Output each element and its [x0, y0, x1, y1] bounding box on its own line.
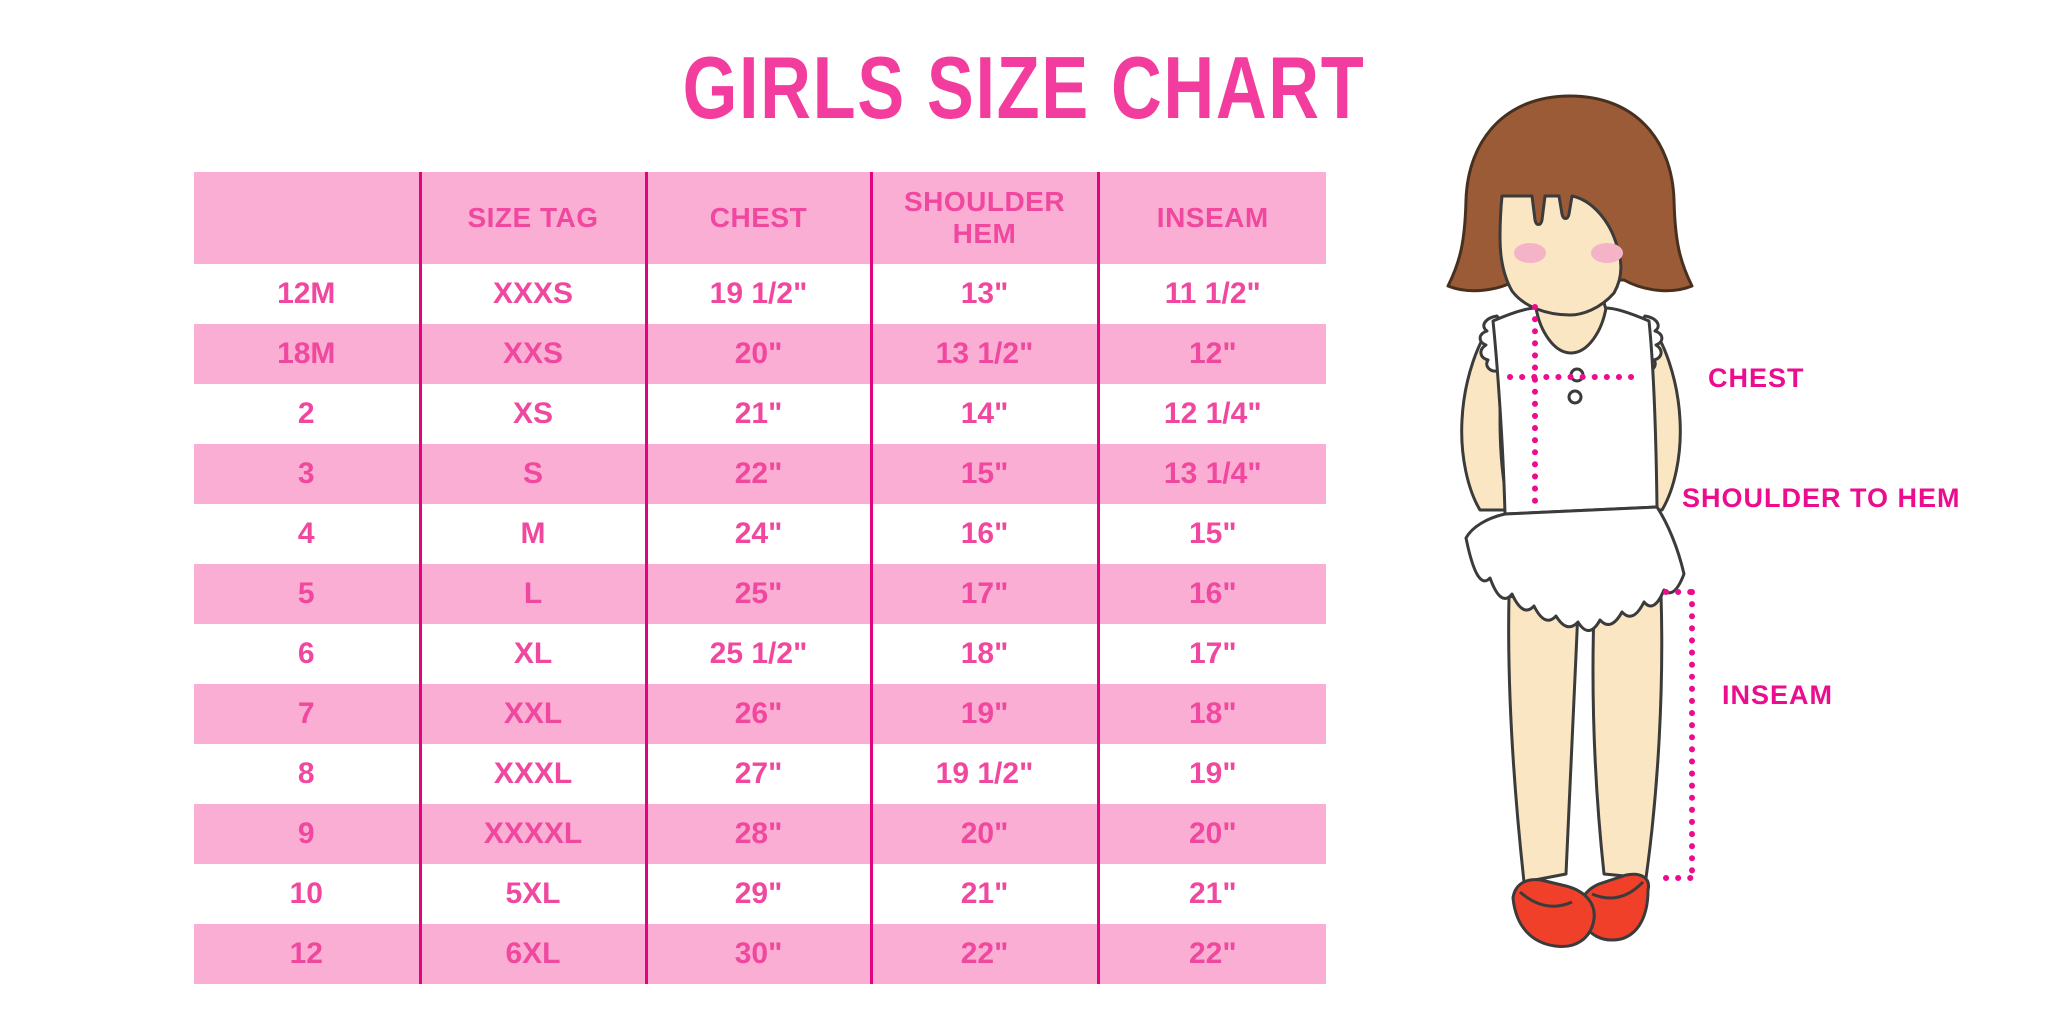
table-row: 7 XXL 26" 19" 18"	[194, 684, 1326, 744]
inseam-label: INSEAM	[1722, 680, 1833, 710]
size-cell: 14"	[869, 384, 1098, 444]
size-cell: 15"	[869, 444, 1098, 504]
size-cell: 24"	[644, 504, 871, 564]
size-cell: 19"	[869, 684, 1098, 744]
size-cell: XXL	[418, 684, 646, 744]
size-cell: 18M	[194, 324, 420, 384]
size-cell: 29"	[644, 864, 871, 924]
size-cell: 21"	[869, 864, 1098, 924]
size-cell: XS	[418, 384, 646, 444]
size-cell: 13 1/2"	[869, 324, 1098, 384]
girl-right-shoe-strap	[1591, 880, 1645, 900]
size-cell: 15"	[1096, 504, 1326, 564]
girl-left-shoe-strap	[1519, 890, 1573, 908]
size-cell: 28"	[644, 804, 871, 864]
size-cell: 5	[194, 564, 420, 624]
header-row: SIZE TAG CHEST SHOULDER HEM INSEAM	[194, 172, 1326, 264]
size-cell: 12	[194, 924, 420, 984]
size-cell: 18"	[1096, 684, 1326, 744]
size-cell: 30"	[644, 924, 871, 984]
size-cell: 19 1/2"	[644, 264, 871, 324]
girl-blush-left	[1514, 243, 1546, 263]
page-title: GIRLS SIZE CHART	[682, 38, 1366, 137]
size-cell: 16"	[1096, 564, 1326, 624]
size-cell: 25 1/2"	[644, 624, 871, 684]
size-cell: 27"	[644, 744, 871, 804]
size-cell: 19 1/2"	[869, 744, 1098, 804]
size-cell: 13"	[869, 264, 1098, 324]
size-cell: 12M	[194, 264, 420, 324]
table-row: 2 XS 21" 14" 12 1/4"	[194, 384, 1326, 444]
size-cell: 20"	[869, 804, 1098, 864]
table-row: 6 XL 25 1/2" 18" 17"	[194, 624, 1326, 684]
table-row: 18M XXS 20" 13 1/2" 12"	[194, 324, 1326, 384]
header-cell-shoulder-hem: SHOULDER HEM	[869, 172, 1098, 264]
table-row: 10 5XL 29" 21" 21"	[194, 864, 1326, 924]
size-cell: 9	[194, 804, 420, 864]
size-cell: 25"	[644, 564, 871, 624]
girl-left-leg	[1507, 594, 1580, 884]
size-cell: 4	[194, 504, 420, 564]
size-cell: 5XL	[418, 864, 646, 924]
size-cell: 20"	[1096, 804, 1326, 864]
size-cell: 10	[194, 864, 420, 924]
size-cell: 6XL	[418, 924, 646, 984]
size-cell: 12"	[1096, 324, 1326, 384]
size-table-body: 12M XXXS 19 1/2" 13" 11 1/2" 18M XXS 20" 13 1/2"…	[194, 264, 1326, 984]
size-cell: 17"	[869, 564, 1098, 624]
shoulder-to-hem-label: SHOULDER TO HEM	[1682, 483, 1961, 513]
header-cell-blank	[194, 172, 420, 264]
girl-face	[1498, 194, 1623, 317]
size-cell: 22"	[869, 924, 1098, 984]
girls-size-table: SIZE TAG CHEST SHOULDER HEM INSEAM 12M XX…	[194, 172, 1326, 984]
size-cell: 13 1/4"	[1096, 444, 1326, 504]
size-cell: 22"	[1096, 924, 1326, 984]
table-row: 12 6XL 30" 22" 22"	[194, 924, 1326, 984]
size-cell: 21"	[644, 384, 871, 444]
size-cell: 16"	[869, 504, 1098, 564]
size-cell: XL	[418, 624, 646, 684]
size-cell: 22"	[644, 444, 871, 504]
table-row: 3 S 22" 15" 13 1/4"	[194, 444, 1326, 504]
size-cell: M	[418, 504, 646, 564]
size-cell: 12 1/4"	[1096, 384, 1326, 444]
size-cell: 2	[194, 384, 420, 444]
size-cell: 6	[194, 624, 420, 684]
size-cell: 26"	[644, 684, 871, 744]
size-cell: 17"	[1096, 624, 1326, 684]
size-cell: L	[418, 564, 646, 624]
size-cell: 3	[194, 444, 420, 504]
size-cell: S	[418, 444, 646, 504]
size-cell: 21"	[1096, 864, 1326, 924]
size-cell: 11 1/2"	[1096, 264, 1326, 324]
size-cell: 19"	[1096, 744, 1326, 804]
girl-left-shoe	[1511, 878, 1596, 949]
table-row: 4 M 24" 16" 15"	[194, 504, 1326, 564]
chest-label: CHEST	[1708, 363, 1805, 393]
size-cell: XXS	[418, 324, 646, 384]
table-row: 12M XXXS 19 1/2" 13" 11 1/2"	[194, 264, 1326, 324]
size-cell: 8	[194, 744, 420, 804]
header-cell-inseam: INSEAM	[1096, 172, 1326, 264]
size-cell: 7	[194, 684, 420, 744]
table-row: 8 XXXL 27" 19 1/2" 19"	[194, 744, 1326, 804]
girl-top-button-2	[1567, 389, 1583, 405]
header-cell-size-tag: SIZE TAG	[418, 172, 646, 264]
girl-blush-right	[1591, 243, 1623, 263]
table-row: 5 L 25" 17" 16"	[194, 564, 1326, 624]
size-cell: XXXL	[418, 744, 646, 804]
table-row: 9 XXXXL 28" 20" 20"	[194, 804, 1326, 864]
size-cell: 20"	[644, 324, 871, 384]
header-cell-chest: CHEST	[644, 172, 871, 264]
girl-right-leg	[1591, 592, 1664, 880]
size-cell: XXXS	[418, 264, 646, 324]
size-cell: 18"	[869, 624, 1098, 684]
size-table-header: SIZE TAG CHEST SHOULDER HEM INSEAM	[194, 172, 1326, 264]
size-cell: XXXXL	[418, 804, 646, 864]
